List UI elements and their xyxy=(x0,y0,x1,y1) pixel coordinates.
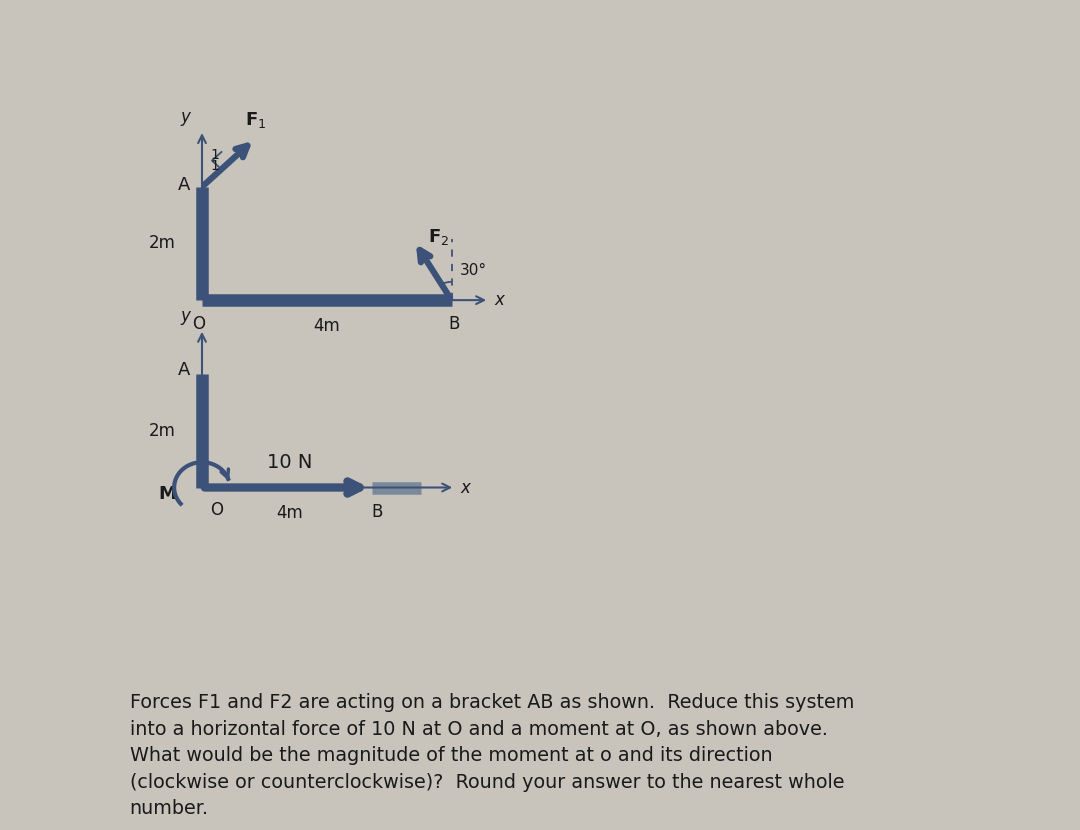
Text: 4m: 4m xyxy=(276,504,303,522)
Text: M: M xyxy=(159,485,176,503)
Text: x: x xyxy=(461,479,471,496)
Text: 2m: 2m xyxy=(149,422,176,440)
Text: A: A xyxy=(177,361,190,378)
Text: F$_1$: F$_1$ xyxy=(245,110,267,129)
Text: 1: 1 xyxy=(211,159,219,173)
Text: x: x xyxy=(495,291,504,309)
Text: 2m: 2m xyxy=(149,235,176,252)
Text: B: B xyxy=(448,315,460,334)
Text: 1: 1 xyxy=(211,148,219,162)
Text: A: A xyxy=(177,176,190,193)
Text: B: B xyxy=(372,503,383,520)
Text: 10 N: 10 N xyxy=(267,453,312,472)
Text: F$_2$: F$_2$ xyxy=(428,227,449,247)
Text: O: O xyxy=(191,315,205,334)
Text: Forces F1 and F2 are acting on a bracket AB as shown.  Reduce this system
into a: Forces F1 and F2 are acting on a bracket… xyxy=(130,693,854,818)
Text: O: O xyxy=(210,501,222,520)
Text: y: y xyxy=(180,306,190,325)
Text: y: y xyxy=(180,108,190,126)
Text: 4m: 4m xyxy=(313,317,340,334)
Text: 30°: 30° xyxy=(460,263,487,278)
